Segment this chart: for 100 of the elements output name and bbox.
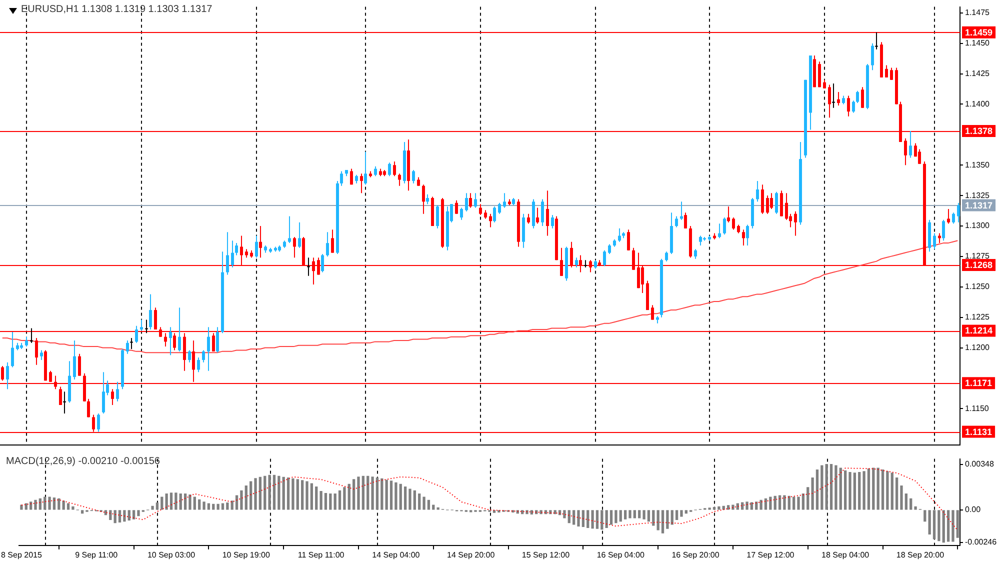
bar [783,495,786,510]
bar [329,494,332,510]
bar [736,503,739,510]
bar [853,472,856,510]
bar [258,476,262,510]
bar [334,494,336,510]
bar [174,492,178,510]
bar [66,503,70,510]
bar [278,476,280,510]
y-tick-label: 0.00 [965,505,982,514]
bar [670,510,674,525]
bar [680,510,683,517]
bar [371,476,374,510]
bar [44,496,46,510]
x-tick-label: 16 Sep 04:00 [596,550,645,560]
x-tick-label: 15 Sep 12:00 [522,550,570,560]
bar [230,500,234,510]
x-tick-label: 18 Sep 20:00 [896,550,945,560]
bar [315,486,318,510]
bar [540,510,542,514]
bar [156,502,159,510]
y-tick-label: 1.1450 [965,38,990,48]
bar [436,507,440,510]
x-tick-label: 8 Sep 2015 [0,550,42,560]
bar [310,483,314,510]
bar [628,510,632,518]
y-tick-label: 1.1225 [965,312,990,322]
bar [732,504,734,510]
bar [610,510,613,525]
ref-line-label: 1.1268 [965,260,993,270]
bar [741,502,744,510]
bar [58,498,60,510]
candlestick [30,328,33,343]
bar [104,510,108,516]
bar [52,497,56,510]
bar [352,479,356,510]
bar [492,510,496,513]
bar [591,510,594,529]
y-tick-label: 1.1250 [965,282,990,292]
bar [422,496,426,510]
bar [910,498,912,510]
candlestick [307,258,310,276]
bar [235,495,238,510]
y-tick-label: 1.1350 [965,160,990,170]
bar [338,490,342,510]
bar [946,510,950,542]
bar [652,510,655,526]
bar [797,496,800,510]
ref-line-label: 1.1378 [965,126,993,136]
bar [942,510,945,543]
bar [811,477,814,510]
x-tick-label: 10 Sep 19:00 [222,550,270,560]
bar [633,510,636,518]
bar [216,504,220,510]
y-tick-label: -0.00246 [965,537,998,546]
bar [188,494,192,510]
ref-line-label: 1.1171 [965,378,992,388]
x-tick-label: 10 Sep 03:00 [147,550,196,560]
bar [774,496,776,510]
bar [399,484,402,510]
y-tick-label: 0.00348 [965,460,994,469]
bar [642,510,646,520]
bar [118,510,122,523]
bar [418,494,421,510]
ref-line-label: 1.1459 [965,27,993,38]
x-tick-label: 18 Sep 04:00 [822,550,870,560]
bar [914,506,917,510]
bar [661,510,664,534]
bar [24,503,28,510]
bar [160,496,164,510]
bar [806,487,810,510]
bar [20,504,23,510]
bar [726,505,730,510]
candlestick [875,32,878,50]
bar [876,468,880,510]
bar [904,494,908,510]
bar [577,510,580,526]
bar [170,492,173,510]
bar [932,510,936,540]
bar [568,510,570,524]
bar [755,502,758,510]
bar [165,494,168,510]
bar [928,510,931,534]
ref-line-label: 1.1214 [965,326,993,336]
bar [137,510,140,516]
bar [718,506,720,510]
bar [572,510,576,525]
bar [179,494,182,510]
bar [656,510,660,530]
bar [825,464,828,510]
bar [72,506,74,510]
bar [952,510,954,542]
bar [614,510,618,524]
bar [788,496,790,510]
x-tick-label: 17 Sep 12:00 [746,550,795,560]
bar [596,510,599,529]
x-tick-label: 11 Sep 11:00 [298,550,345,560]
bar [282,476,285,510]
bar [563,510,566,518]
bar [128,510,130,521]
